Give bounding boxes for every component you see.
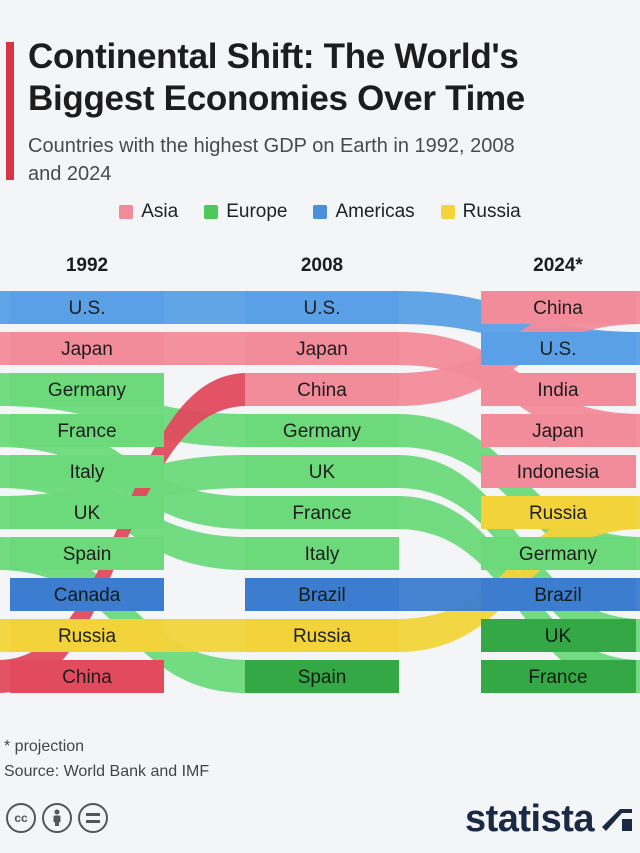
country-label-russia-3: Russia — [529, 503, 588, 524]
rank-box-u-s-1 — [10, 291, 164, 324]
page-subtitle: Countries with the highest GDP on Earth … — [28, 135, 515, 185]
country-label-china-2: China — [297, 380, 347, 401]
rank-box-germany-1 — [10, 373, 164, 406]
rank-box-japan-2 — [245, 332, 399, 365]
country-label-india-3: India — [537, 380, 579, 401]
year-header-2: 2008 — [301, 255, 343, 276]
country-label-u-s-1: U.S. — [69, 298, 106, 319]
by-person-icon[interactable] — [42, 803, 72, 833]
rank-box-italy-1 — [10, 455, 164, 488]
rank-box-france-1 — [10, 414, 164, 447]
legend-label-russia: Russia — [462, 201, 521, 222]
rank-box-spain-1 — [10, 537, 164, 570]
band-china-1 — [0, 373, 247, 693]
legend: Asia Europe Americas Russia — [0, 201, 640, 223]
rank-box-uk-2 — [245, 455, 399, 488]
rank-box-spain-2 — [245, 660, 399, 693]
rank-box-brazil-2 — [245, 578, 399, 611]
year-header-1: 1992 — [66, 255, 108, 276]
country-label-italy-2: Italy — [305, 544, 340, 565]
country-label-japan-3: Japan — [532, 421, 584, 442]
country-label-germany-3: Germany — [519, 544, 598, 565]
country-label-russia-2: Russia — [293, 626, 352, 647]
country-label-uk-2: UK — [309, 462, 336, 483]
rank-box-china-1 — [10, 660, 164, 693]
rank-box-russia-1 — [10, 619, 164, 652]
country-label-indonesia-3: Indonesia — [517, 462, 600, 483]
legend-swatch-russia — [440, 205, 455, 219]
country-label-u-s-3: U.S. — [540, 339, 577, 360]
country-label-france-2: France — [292, 503, 351, 524]
rank-box-germany-3 — [481, 537, 636, 570]
source-note: Source: World Bank and IMF — [4, 763, 210, 780]
rank-box-france-2 — [245, 496, 399, 529]
country-label-japan-1: Japan — [61, 339, 113, 360]
band-spain-1 — [0, 537, 247, 693]
rank-box-brazil-3 — [481, 578, 636, 611]
legend-item-asia: Asia — [119, 201, 178, 223]
legend-swatch-asia — [119, 205, 134, 219]
license-icons: cc — [6, 803, 108, 833]
statista-mark-icon — [602, 808, 632, 831]
rank-box-uk-1 — [10, 496, 164, 529]
legend-item-europe: Europe — [204, 201, 287, 223]
cc-icon[interactable]: cc — [6, 803, 36, 833]
country-label-russia-1: Russia — [58, 626, 117, 647]
legend-swatch-europe — [204, 205, 219, 219]
rank-box-italy-2 — [245, 537, 399, 570]
statista-logo[interactable]: statista — [465, 798, 634, 841]
rank-box-china-3 — [481, 291, 636, 324]
country-label-japan-2: Japan — [296, 339, 348, 360]
legend-label-europe: Europe — [226, 201, 288, 222]
rank-box-japan-1 — [10, 332, 164, 365]
bump-chart: 1992 2008 2024* U.S. Japan Germany France Italy… — [0, 255, 640, 693]
rank-box-russia-2 — [245, 619, 399, 652]
rank-box-uk-3 — [481, 619, 636, 652]
legend-swatch-americas — [313, 205, 328, 219]
brand-wordmark: statista — [464, 798, 595, 840]
country-label-brazil-2: Brazil — [298, 585, 346, 606]
year-header-3: 2024* — [533, 255, 583, 276]
rank-box-indonesia-3 — [481, 455, 636, 488]
country-label-spain-2: Spain — [298, 667, 347, 688]
rank-box-germany-2 — [245, 414, 399, 447]
band-russia-2 — [397, 496, 640, 652]
rank-box-russia-3 — [481, 496, 636, 529]
equals-icon[interactable] — [78, 803, 108, 833]
country-label-brazil-3: Brazil — [534, 585, 582, 606]
legend-label-asia: Asia — [141, 201, 179, 222]
title-accent-bar — [6, 42, 14, 180]
legend-item-americas: Americas — [313, 201, 415, 223]
country-label-italy-1: Italy — [70, 462, 105, 483]
country-label-germany-2: Germany — [283, 421, 362, 442]
country-label-uk-1: UK — [74, 503, 101, 524]
rank-box-france-3 — [481, 660, 636, 693]
country-label-u-s-2: U.S. — [304, 298, 341, 319]
country-label-uk-3: UK — [545, 626, 572, 647]
country-label-france-1: France — [57, 421, 116, 442]
rank-box-japan-3 — [481, 414, 636, 447]
country-label-china-3: China — [533, 298, 583, 319]
rank-box-china-2 — [245, 373, 399, 406]
country-label-france-3: France — [528, 667, 587, 688]
rank-box-u-s-3 — [481, 332, 636, 365]
page-title: Continental Shift: The World's Biggest E… — [28, 37, 525, 118]
rank-box-canada-1 — [10, 578, 164, 611]
legend-label-americas: Americas — [335, 201, 415, 222]
country-label-spain-1: Spain — [63, 544, 112, 565]
rank-box-u-s-2 — [245, 291, 399, 324]
country-label-canada-1: Canada — [54, 585, 121, 606]
country-label-china-1: China — [62, 667, 112, 688]
projection-footnote: * projection — [4, 738, 85, 755]
country-label-germany-1: Germany — [48, 380, 127, 401]
rank-box-india-3 — [481, 373, 636, 406]
legend-item-russia: Russia — [440, 201, 521, 223]
